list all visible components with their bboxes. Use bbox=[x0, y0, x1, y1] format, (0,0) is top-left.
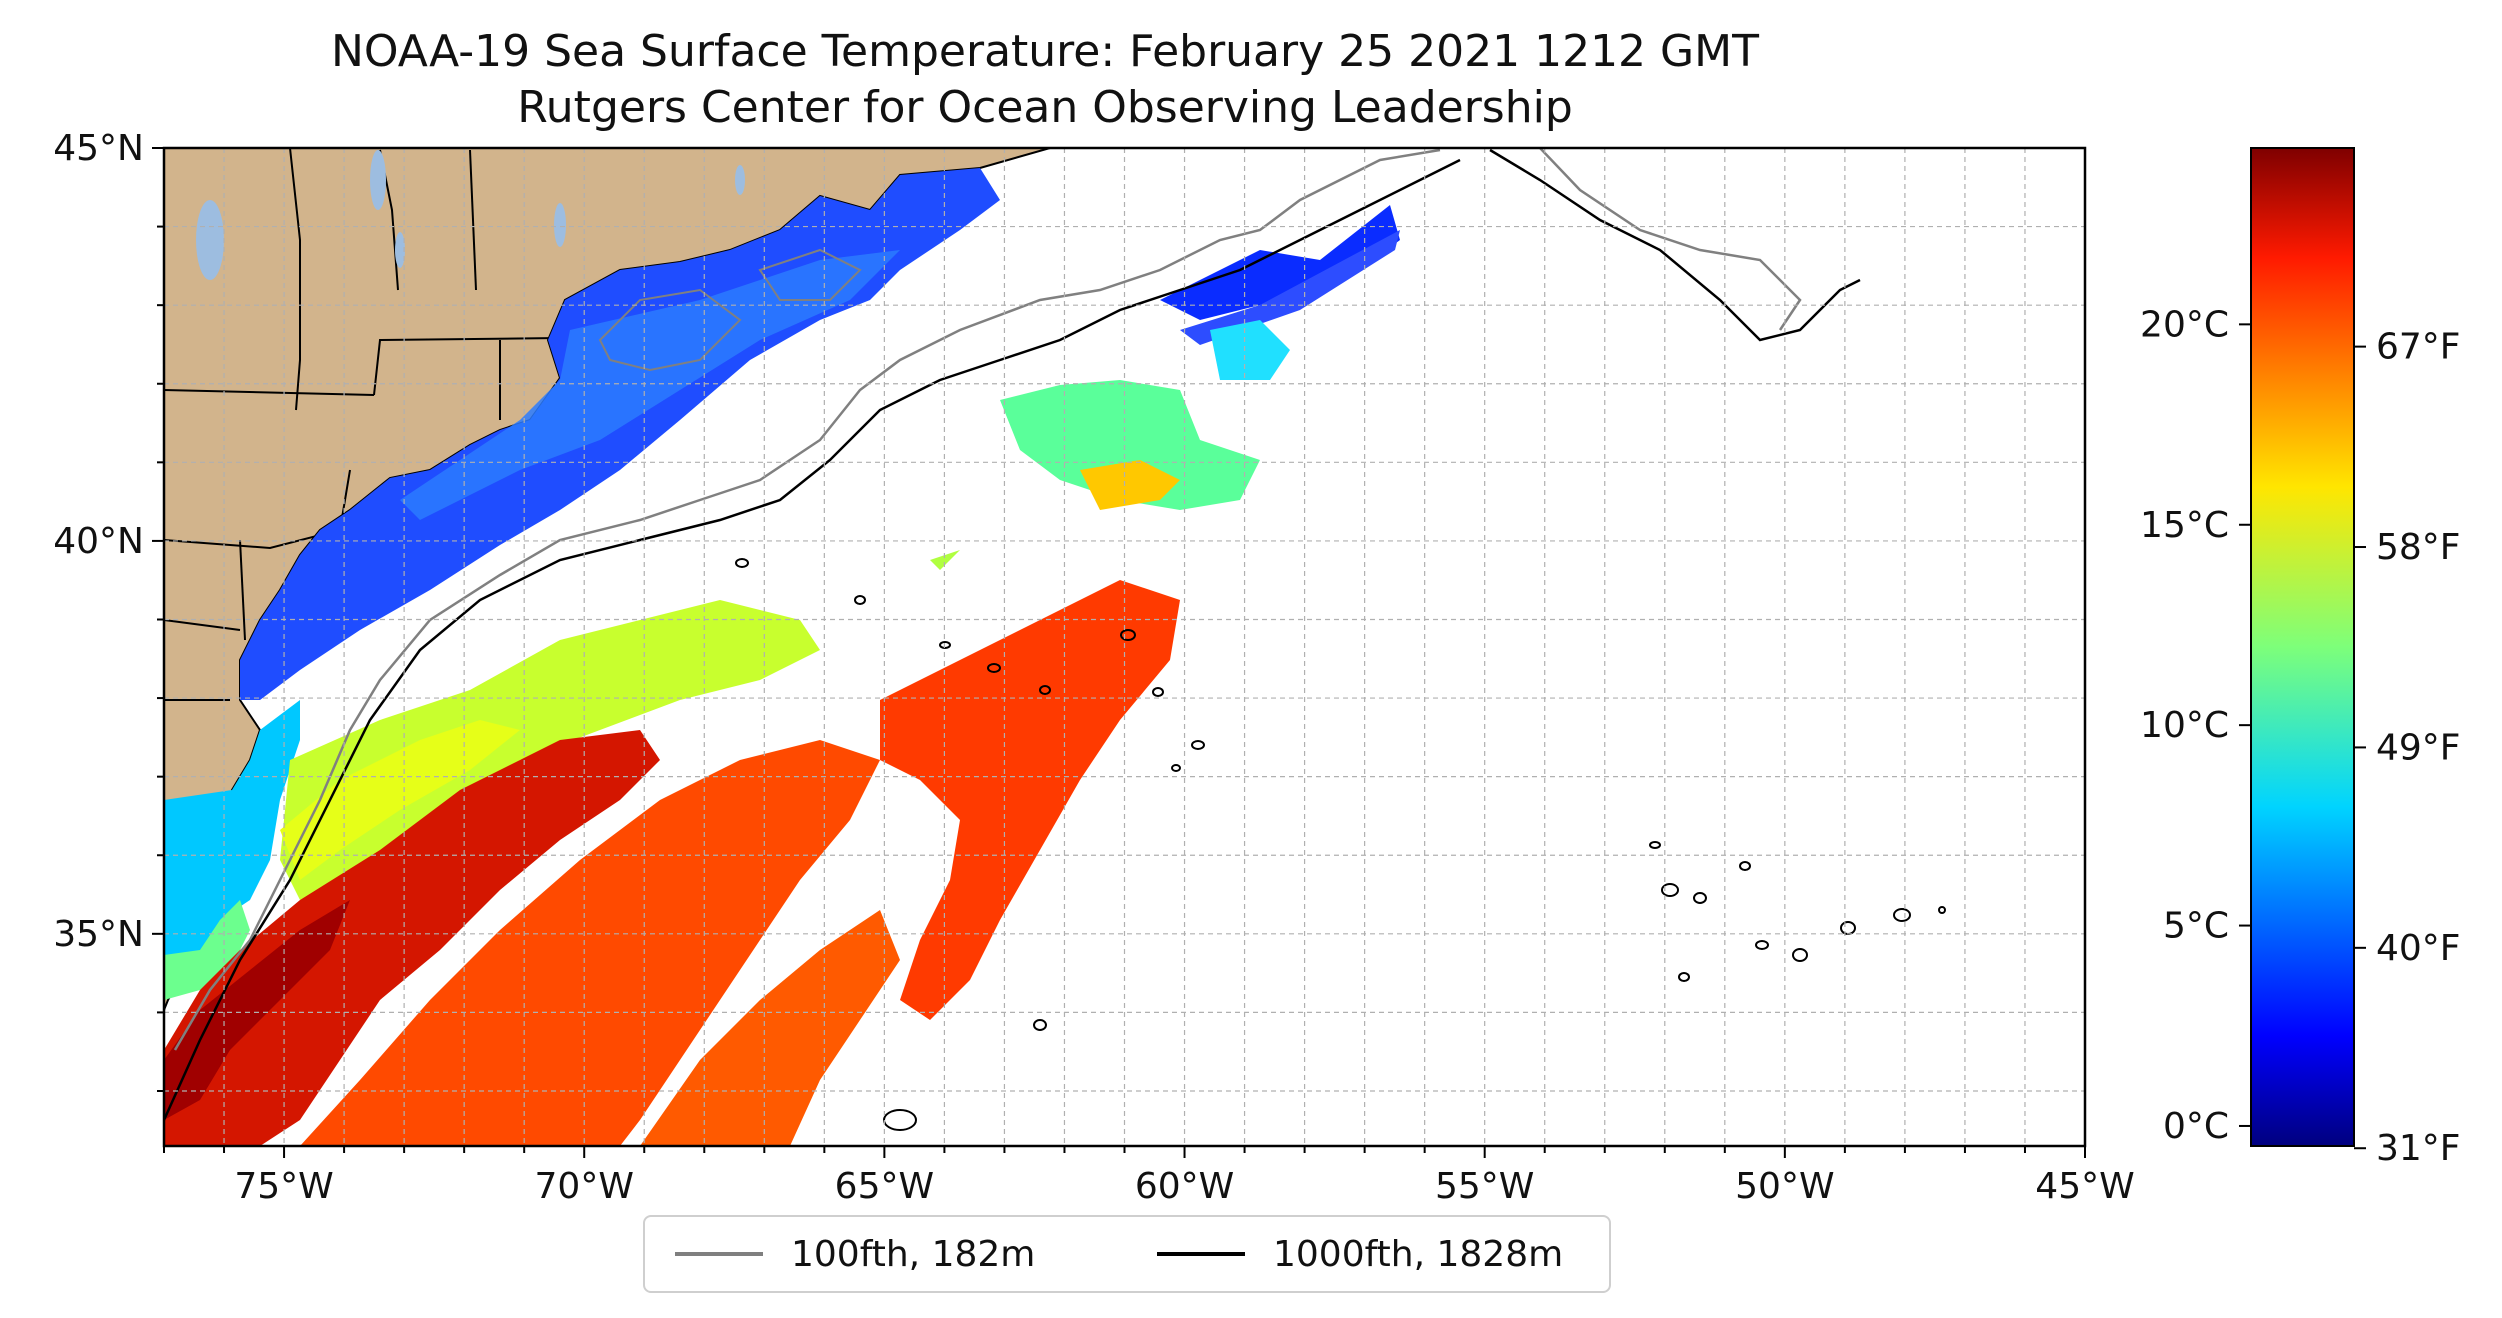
colorbar-label-fahrenheit: 40°F bbox=[2376, 928, 2461, 969]
y-tick-label: 35°N bbox=[53, 914, 144, 955]
y-tick-label: 45°N bbox=[53, 128, 144, 169]
sst-georges-bank bbox=[1160, 205, 1400, 320]
legend-item-100fth: 100fth, 182m bbox=[675, 1217, 1035, 1291]
sst-warm-rings bbox=[640, 910, 900, 1146]
x-tick-label: 75°W bbox=[234, 1166, 333, 1207]
colorbar-label-celsius: 15°C bbox=[2140, 505, 2229, 546]
sst-offshore-patch-2 bbox=[1080, 460, 1180, 510]
colorbar-label-celsius: 5°C bbox=[2163, 906, 2229, 947]
legend-item-1000fth: 1000fth, 1828m bbox=[1157, 1217, 1563, 1291]
colorbar bbox=[2250, 147, 2355, 1147]
map-axes: 75°W 70°W 65°W 60°W 55°W 50°W 45°W 35°N 40°N 45°N bbox=[53, 128, 2134, 1207]
sst-gulf-stream-deep bbox=[164, 900, 350, 1120]
map-subtitle: Rutgers Center for Ocean Observing Leade… bbox=[517, 82, 1573, 133]
colorbar-label-fahrenheit: 49°F bbox=[2376, 727, 2461, 768]
sst-yellow-green-2 bbox=[280, 720, 520, 880]
x-tick-label: 60°W bbox=[1135, 1166, 1234, 1207]
contour-100fth-gulf-maine bbox=[598, 248, 862, 372]
contour-1000fth bbox=[164, 148, 1861, 1121]
sst-warm-eddies bbox=[880, 580, 1180, 1020]
map-title: NOAA-19 Sea Surface Temperature: Februar… bbox=[331, 26, 1759, 77]
colorbar-label-fahrenheit: 58°F bbox=[2376, 527, 2461, 568]
sst-offshore-patch-3 bbox=[1210, 320, 1290, 380]
colorbar-label-celsius: 10°C bbox=[2140, 705, 2229, 746]
x-tick-label: 50°W bbox=[1735, 1166, 1834, 1207]
sst-coastal-cyan bbox=[164, 700, 300, 980]
lakes bbox=[196, 150, 745, 280]
sst-gulf-stream-core bbox=[164, 730, 660, 1146]
legend-line-black bbox=[1157, 1252, 1245, 1256]
contour-100fth bbox=[173, 148, 1802, 1051]
legend: 100fth, 182m 1000fth, 1828m bbox=[643, 1215, 1611, 1293]
colorbar-label-celsius: 0°C bbox=[2163, 1106, 2229, 1147]
sst-shelf-lighter bbox=[400, 250, 900, 520]
colorbar-label-celsius: 20°C bbox=[2140, 304, 2229, 345]
legend-line-gray bbox=[675, 1252, 763, 1256]
sst-offshore-patch-4 bbox=[930, 550, 960, 570]
x-tick-label: 55°W bbox=[1435, 1166, 1534, 1207]
x-tick-label: 65°W bbox=[835, 1166, 934, 1207]
map-content bbox=[164, 148, 2085, 1146]
legend-label-100fth: 100fth, 182m bbox=[791, 1233, 1036, 1275]
y-tick-label: 40°N bbox=[53, 521, 144, 562]
colorbar-label-fahrenheit: 31°F bbox=[2376, 1128, 2461, 1169]
sst-coastal-green bbox=[164, 900, 250, 1000]
colorbar-label-fahrenheit: 67°F bbox=[2376, 327, 2461, 368]
legend-label-1000fth: 1000fth, 1828m bbox=[1273, 1233, 1564, 1275]
colorbar-ticks: 0°C 5°C 10°C 15°C 20°C 31°F 40°F 49°F 58°F 67°F bbox=[2140, 304, 2460, 1169]
x-tick-label: 70°W bbox=[535, 1166, 634, 1207]
x-tick-label: 45°W bbox=[2035, 1166, 2134, 1207]
sst-slope-strip bbox=[1180, 230, 1400, 345]
sst-warm-south bbox=[300, 740, 880, 1146]
gridlines bbox=[164, 148, 2085, 1146]
